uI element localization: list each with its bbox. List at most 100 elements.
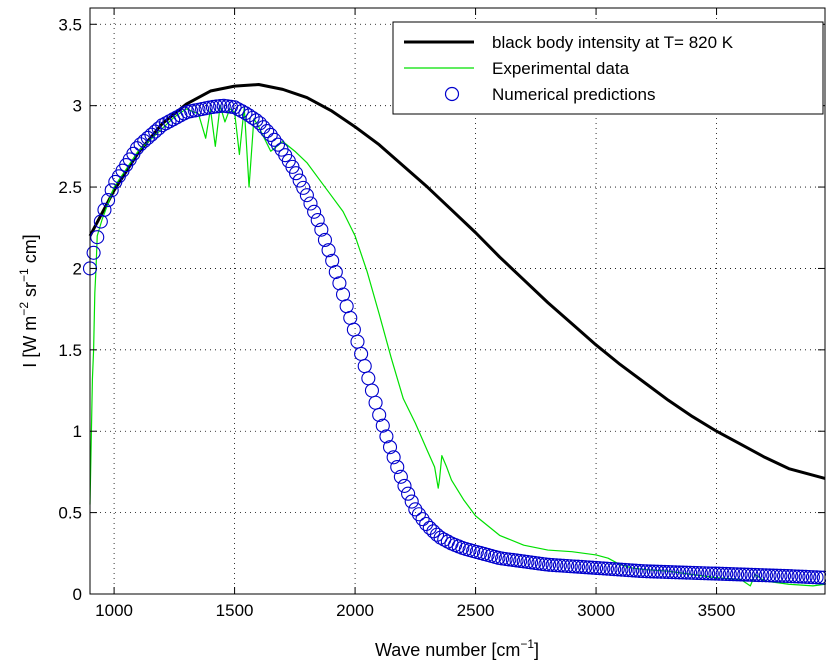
numerical-point (263, 127, 278, 143)
numerical-point (317, 232, 333, 248)
numerical-point (805, 570, 821, 585)
numerical-point (97, 202, 112, 217)
numerical-point (643, 564, 658, 579)
numerical-point (744, 567, 759, 582)
numerical-point (563, 559, 578, 574)
numerical-point (787, 569, 802, 584)
numerical-point (379, 429, 394, 444)
numerical-point (773, 568, 788, 583)
x-axis-label: Wave number [cm−1] (375, 637, 539, 660)
numerical-point (296, 180, 311, 195)
numerical-point (321, 243, 336, 258)
numerical-point (538, 557, 553, 572)
axes-frame (89, 7, 826, 595)
numerical-point (769, 568, 784, 583)
numerical-point (621, 563, 636, 578)
numerical-point (672, 565, 687, 580)
numerical-point (715, 566, 730, 581)
numerical-point (657, 564, 672, 579)
numerical-point (701, 566, 716, 581)
numerical-point (386, 450, 401, 465)
legend-swatch-numerical (444, 86, 460, 102)
numerical-point (791, 569, 806, 584)
numerical-point (231, 102, 246, 117)
numerical-point (589, 560, 604, 576)
numerical-point (607, 562, 622, 577)
numerical-point (668, 565, 683, 580)
numerical-point (610, 562, 625, 577)
numerical-point (661, 564, 676, 580)
numerical-point (162, 114, 177, 129)
numerical-point (625, 563, 640, 578)
numerical-point (592, 561, 607, 576)
numerical-point (101, 193, 116, 208)
numerical-point (650, 564, 665, 579)
y-tick-label: 0 (73, 585, 82, 604)
numerical-point (238, 106, 253, 121)
numerical-point (382, 440, 398, 455)
numerical-point (617, 562, 633, 577)
numerical-point (748, 567, 763, 583)
numerical-point (570, 559, 586, 574)
numerical-point (404, 494, 419, 509)
numerical-point (686, 565, 701, 580)
legend: black body intensity at T= 820 K Experim… (392, 21, 824, 115)
numerical-point (813, 570, 826, 585)
numerical-point (213, 98, 228, 114)
numerical-point (158, 116, 173, 131)
numerical-point (596, 561, 611, 576)
series-layer (82, 83, 826, 587)
x-tick-label: 3000 (577, 601, 615, 620)
numerical-point (581, 560, 596, 575)
numerical-point (751, 568, 766, 583)
x-tick-label: 2500 (457, 601, 495, 620)
numerical-point (252, 116, 267, 131)
numerical-point (419, 516, 434, 532)
numerical-point (704, 566, 719, 581)
numerical-point (545, 557, 560, 573)
legend-label-experimental: Experimental data (492, 59, 630, 78)
numerical-point (151, 121, 166, 136)
numerical-point (802, 569, 817, 585)
numerical-point (288, 166, 304, 181)
series-blackbody-line (88, 83, 826, 480)
numerical-point (542, 557, 557, 572)
y-tick-label: 1.5 (58, 341, 82, 360)
numerical-point (758, 568, 774, 583)
numerical-point (299, 188, 314, 203)
numerical-point (654, 564, 669, 579)
numerical-point (740, 567, 755, 582)
numerical-point (809, 570, 824, 585)
numerical-point (603, 561, 618, 576)
numerical-point (433, 530, 448, 545)
y-axis-label: I [W m−2 sr−1 cm] (17, 234, 40, 367)
numerical-point (242, 108, 257, 123)
numerical-point (722, 567, 737, 582)
numerical-point (719, 566, 734, 582)
numerical-point (267, 132, 282, 147)
numerical-point (270, 137, 286, 152)
ticks: 1000 1500 2000 2500 3000 3500 0 0.5 1 1.5 2 2.5 3 3.5 (58, 8, 825, 620)
numerical-point (560, 558, 575, 574)
numerical-point (567, 559, 582, 574)
numerical-point (585, 560, 600, 575)
numerical-point (628, 563, 643, 578)
x-tick-label: 2000 (336, 601, 374, 620)
y-tick-label: 2 (73, 259, 82, 278)
numerical-point (104, 183, 119, 198)
numerical-point (675, 565, 690, 580)
numerical-point (798, 569, 813, 584)
numerical-point (90, 230, 105, 245)
numerical-point (784, 569, 799, 584)
y-tick-label: 2.5 (58, 178, 82, 197)
numerical-point (292, 173, 307, 188)
numerical-point (646, 564, 661, 579)
numerical-point (307, 204, 322, 219)
y-tick-label: 1 (73, 422, 82, 441)
numerical-point (762, 568, 777, 583)
legend-label-numerical: Numerical predictions (492, 85, 655, 104)
numerical-point (816, 570, 826, 585)
numerical-point (711, 566, 727, 581)
y-tick-label: 0.5 (58, 504, 82, 523)
